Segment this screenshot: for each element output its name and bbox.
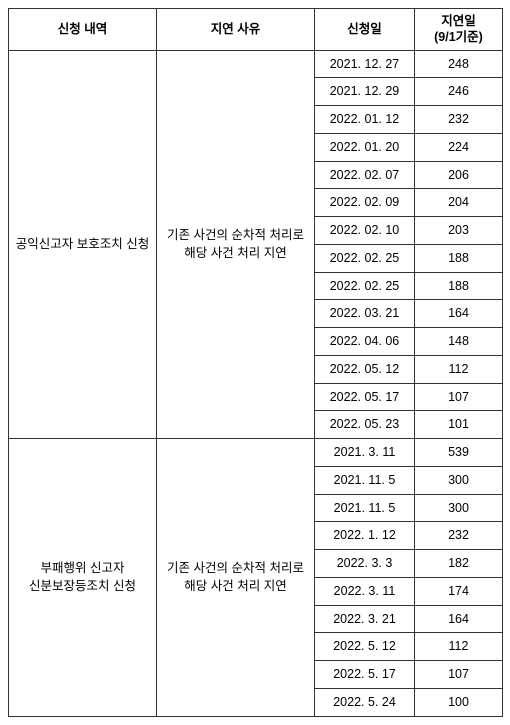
request-line2: 신분보장등조치 신청: [29, 579, 136, 593]
date-cell: 2022. 02. 25: [315, 272, 415, 300]
days-cell: 232: [415, 106, 503, 134]
header-request: 신청 내역: [9, 9, 157, 51]
date-cell: 2022. 03. 21: [315, 300, 415, 328]
table-row: 부패행위 신고자신분보장등조치 신청기존 사건의 순차적 처리로해당 사건 처리…: [9, 439, 503, 467]
header-reason: 지연 사유: [157, 9, 315, 51]
days-cell: 112: [415, 633, 503, 661]
days-cell: 100: [415, 688, 503, 716]
date-cell: 2022. 02. 09: [315, 189, 415, 217]
days-cell: 539: [415, 439, 503, 467]
date-cell: 2022. 1. 12: [315, 522, 415, 550]
date-cell: 2021. 11. 5: [315, 494, 415, 522]
date-cell: 2021. 12. 27: [315, 50, 415, 78]
header-days: 지연일 (9/1기준): [415, 9, 503, 51]
reason-line2: 해당 사건 처리 지연: [184, 246, 286, 260]
days-cell: 300: [415, 466, 503, 494]
date-cell: 2022. 5. 12: [315, 633, 415, 661]
days-cell: 164: [415, 300, 503, 328]
date-cell: 2022. 01. 20: [315, 133, 415, 161]
request-cell: 공익신고자 보호조치 신청: [9, 50, 157, 439]
date-cell: 2022. 04. 06: [315, 328, 415, 356]
days-cell: 101: [415, 411, 503, 439]
days-cell: 224: [415, 133, 503, 161]
date-cell: 2021. 12. 29: [315, 78, 415, 106]
date-cell: 2022. 3. 11: [315, 577, 415, 605]
date-cell: 2022. 5. 24: [315, 688, 415, 716]
date-cell: 2021. 3. 11: [315, 439, 415, 467]
table-row: 공익신고자 보호조치 신청기존 사건의 순차적 처리로해당 사건 처리 지연20…: [9, 50, 503, 78]
date-cell: 2022. 02. 10: [315, 217, 415, 245]
delay-table: 신청 내역 지연 사유 신청일 지연일 (9/1기준) 공익신고자 보호조치 신…: [8, 8, 503, 717]
days-cell: 300: [415, 494, 503, 522]
date-cell: 2022. 05. 17: [315, 383, 415, 411]
date-cell: 2022. 3. 21: [315, 605, 415, 633]
days-cell: 174: [415, 577, 503, 605]
reason-line1: 기존 사건의 순차적 처리로: [167, 561, 304, 575]
header-days-line1: 지연일: [441, 14, 476, 28]
header-date: 신청일: [315, 9, 415, 51]
days-cell: 232: [415, 522, 503, 550]
reason-cell: 기존 사건의 순차적 처리로해당 사건 처리 지연: [157, 439, 315, 717]
request-line1: 부패행위 신고자: [41, 561, 125, 575]
days-cell: 204: [415, 189, 503, 217]
date-cell: 2022. 5. 17: [315, 661, 415, 689]
reason-cell: 기존 사건의 순차적 처리로해당 사건 처리 지연: [157, 50, 315, 439]
days-cell: 164: [415, 605, 503, 633]
days-cell: 107: [415, 383, 503, 411]
header-days-line2: (9/1기준): [434, 30, 483, 44]
days-cell: 188: [415, 244, 503, 272]
days-cell: 248: [415, 50, 503, 78]
days-cell: 246: [415, 78, 503, 106]
date-cell: 2022. 02. 25: [315, 244, 415, 272]
date-cell: 2022. 02. 07: [315, 161, 415, 189]
request-cell: 부패행위 신고자신분보장등조치 신청: [9, 439, 157, 717]
date-cell: 2022. 05. 12: [315, 355, 415, 383]
days-cell: 203: [415, 217, 503, 245]
reason-line1: 기존 사건의 순차적 처리로: [167, 228, 304, 242]
days-cell: 188: [415, 272, 503, 300]
date-cell: 2022. 01. 12: [315, 106, 415, 134]
days-cell: 112: [415, 355, 503, 383]
header-row: 신청 내역 지연 사유 신청일 지연일 (9/1기준): [9, 9, 503, 51]
days-cell: 107: [415, 661, 503, 689]
reason-line2: 해당 사건 처리 지연: [184, 579, 286, 593]
table-body: 공익신고자 보호조치 신청기존 사건의 순차적 처리로해당 사건 처리 지연20…: [9, 50, 503, 716]
date-cell: 2022. 05. 23: [315, 411, 415, 439]
date-cell: 2021. 11. 5: [315, 466, 415, 494]
date-cell: 2022. 3. 3: [315, 550, 415, 578]
days-cell: 206: [415, 161, 503, 189]
days-cell: 148: [415, 328, 503, 356]
days-cell: 182: [415, 550, 503, 578]
